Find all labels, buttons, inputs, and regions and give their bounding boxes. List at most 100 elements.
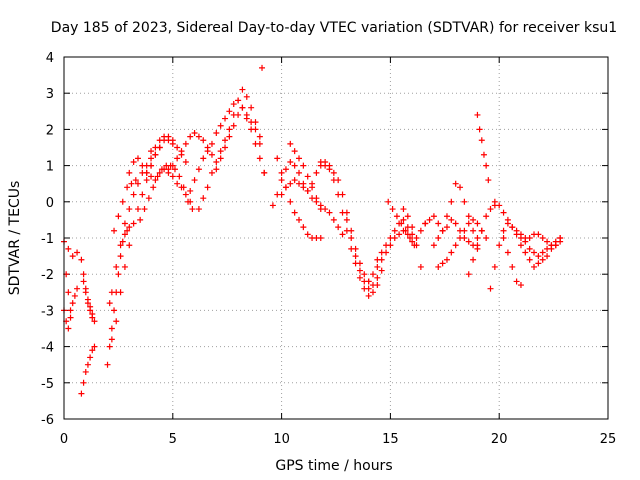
data-point xyxy=(500,227,507,234)
data-point xyxy=(195,133,202,140)
data-point xyxy=(474,111,481,118)
data-point xyxy=(182,191,189,198)
data-point xyxy=(121,231,128,238)
data-point xyxy=(400,206,407,213)
data-point xyxy=(180,184,187,191)
data-point xyxy=(443,213,450,220)
y-tick-label: 3 xyxy=(46,87,54,102)
data-point xyxy=(200,155,207,162)
data-point xyxy=(113,263,120,270)
data-point xyxy=(117,253,124,260)
data-point xyxy=(191,130,198,137)
data-point xyxy=(391,227,398,234)
data-point xyxy=(248,104,255,111)
data-point xyxy=(84,296,91,303)
data-point xyxy=(269,202,276,209)
data-point xyxy=(443,224,450,231)
data-point xyxy=(513,227,520,234)
data-point xyxy=(226,133,233,140)
series-arc03 xyxy=(63,271,74,314)
data-point xyxy=(544,238,551,245)
data-point xyxy=(485,177,492,184)
data-point xyxy=(552,242,559,249)
data-point xyxy=(526,235,533,241)
data-point xyxy=(374,263,381,270)
data-point xyxy=(84,361,91,368)
data-point xyxy=(74,249,81,256)
data-point xyxy=(522,249,529,256)
data-point xyxy=(252,119,259,126)
data-point xyxy=(213,158,220,165)
data-point xyxy=(374,256,381,263)
data-point xyxy=(230,122,237,129)
data-point xyxy=(128,180,135,187)
data-point xyxy=(291,177,298,184)
data-point xyxy=(531,249,538,256)
data-point xyxy=(496,202,503,209)
data-point xyxy=(111,307,118,314)
data-point xyxy=(134,180,141,187)
data-point xyxy=(104,361,111,368)
data-point xyxy=(154,173,161,180)
data-point xyxy=(200,195,207,202)
data-point xyxy=(169,140,176,147)
series-arc25 xyxy=(317,158,385,289)
data-point xyxy=(313,169,320,176)
data-point xyxy=(539,256,546,263)
data-point xyxy=(313,195,320,202)
x-tick-label: 5 xyxy=(169,432,177,447)
data-point xyxy=(291,148,298,155)
data-point xyxy=(422,220,429,227)
data-point xyxy=(256,155,263,162)
data-point xyxy=(300,184,307,191)
y-axis-label: SDTVAR / TECUs xyxy=(7,181,23,296)
data-point xyxy=(139,191,146,198)
data-point xyxy=(89,311,96,318)
series-arc07 xyxy=(104,224,133,368)
data-point xyxy=(150,184,157,191)
data-point xyxy=(531,263,538,270)
series-arc27 xyxy=(343,216,372,292)
data-point xyxy=(352,260,359,267)
data-point xyxy=(108,325,115,332)
data-point xyxy=(126,206,133,213)
data-point xyxy=(330,177,337,184)
data-point xyxy=(365,278,372,285)
data-point xyxy=(406,235,413,241)
data-point xyxy=(174,155,181,162)
data-point xyxy=(509,224,516,231)
series-arc26 xyxy=(330,177,381,299)
data-point xyxy=(476,126,483,133)
x-tick-label: 0 xyxy=(60,432,68,447)
data-point xyxy=(134,155,141,162)
data-point xyxy=(413,235,420,241)
data-point xyxy=(526,245,533,252)
data-point xyxy=(409,231,416,238)
data-point xyxy=(204,184,211,191)
x-tick-label: 20 xyxy=(491,432,508,447)
data-point xyxy=(174,180,181,187)
data-point xyxy=(78,390,85,397)
data-point xyxy=(130,220,137,227)
data-point xyxy=(213,130,220,137)
data-point xyxy=(296,155,303,162)
y-tick-label: 2 xyxy=(46,123,54,138)
data-point xyxy=(474,220,481,227)
data-point xyxy=(222,115,229,122)
y-tick-label: 0 xyxy=(46,196,54,211)
data-point xyxy=(87,354,94,361)
data-point xyxy=(304,173,311,180)
data-point xyxy=(383,242,390,249)
data-point xyxy=(117,242,124,249)
data-point xyxy=(548,245,555,252)
data-point xyxy=(152,151,159,158)
data-point xyxy=(176,173,183,180)
data-point xyxy=(148,148,155,155)
data-point xyxy=(393,213,400,220)
data-point xyxy=(287,198,294,205)
data-point xyxy=(248,126,255,133)
series-arc33 xyxy=(430,180,481,249)
data-point xyxy=(124,184,131,191)
data-point xyxy=(296,180,303,187)
